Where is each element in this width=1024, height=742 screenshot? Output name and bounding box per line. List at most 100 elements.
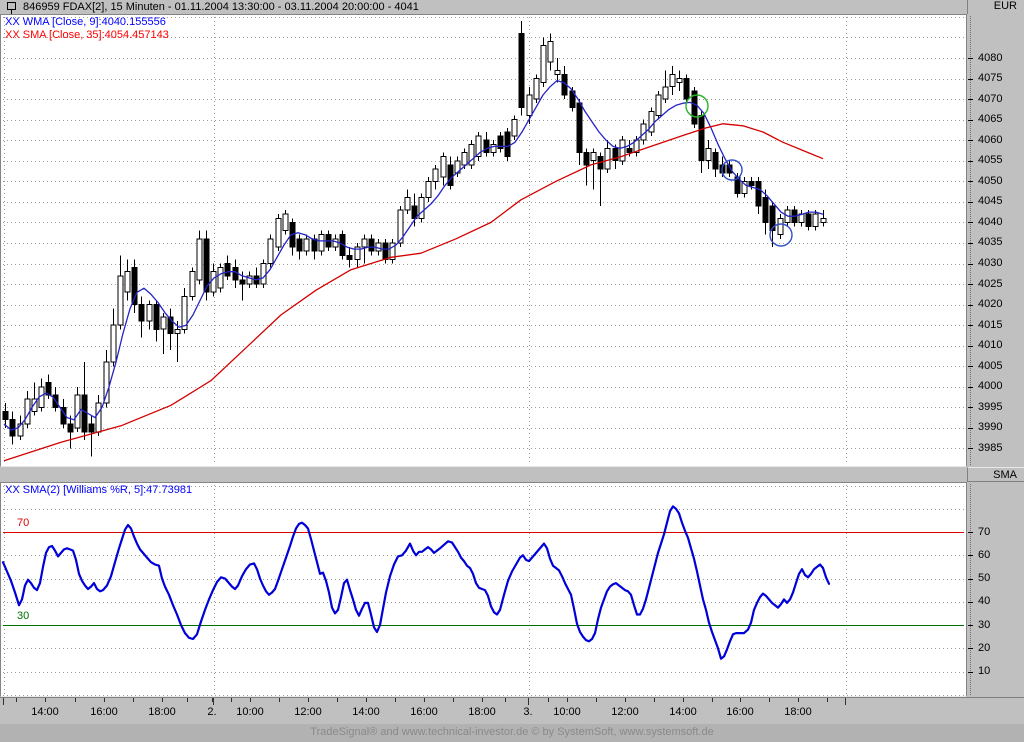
williams-chart-panel[interactable]: XX SMA(2) [Williams %R, 5]:47.73981 70 3… — [0, 482, 967, 697]
price-axis-tick-label: 4005 — [978, 359, 1003, 372]
price-axis-tick-label: 4010 — [978, 339, 1003, 352]
time-axis-day-tick — [845, 698, 846, 705]
time-axis-label: 2. — [207, 706, 217, 718]
price-axis-tick-label: 4060 — [978, 133, 1003, 146]
footer-credit: TradeSignal® and www.technical-investor.… — [0, 724, 1024, 742]
time-axis-tick — [279, 698, 280, 702]
price-axis-tick — [968, 201, 973, 203]
price-axis-tick — [968, 448, 973, 450]
williams-chart-canvas[interactable] — [1, 483, 966, 696]
price-axis-tick-label: 4080 — [978, 51, 1003, 64]
price-axis-tick-label: 3995 — [978, 400, 1003, 413]
price-chart-canvas[interactable] — [1, 15, 966, 466]
time-axis-label: 16:00 — [726, 706, 754, 718]
time-axis-tick — [625, 698, 626, 702]
price-axis-tick — [968, 366, 973, 368]
price-gridlines — [3, 17, 964, 464]
time-axis-label: 14:00 — [669, 706, 697, 718]
time-axis-tick — [712, 698, 713, 702]
time-axis-label: 18:00 — [784, 706, 812, 718]
time-axis-tick — [187, 698, 188, 702]
price-axis[interactable]: 4080 4075 4070 4065 4060 4055 4050 4045 4040 4035… — [967, 14, 1024, 467]
williams-axis-tick — [968, 671, 973, 673]
price-axis-tick — [968, 263, 973, 265]
price-axis-tick-label: 4050 — [978, 174, 1003, 187]
time-axis-tick — [740, 698, 741, 702]
time-axis-tick — [596, 698, 597, 702]
williams-axis[interactable]: 70 60 50 40 30 20 10 — [967, 482, 1024, 697]
price-axis-tick-label: 3990 — [978, 421, 1003, 434]
sma-indicator-label[interactable]: XX SMA [Close, 35]:4054.457143 — [5, 29, 169, 41]
time-axis-tick — [505, 698, 506, 702]
price-axis-tick — [968, 78, 973, 80]
williams-axis-tick — [968, 555, 973, 557]
time-axis-label: 12:00 — [611, 706, 639, 718]
price-axis-tick — [968, 160, 973, 162]
williams-axis-tick — [968, 601, 973, 603]
price-axis-tick-label: 4045 — [978, 195, 1003, 208]
price-axis-tick — [968, 58, 973, 59]
williams-axis-tick-label: 20 — [978, 641, 991, 654]
williams-axis-tick-label: 50 — [978, 572, 991, 584]
price-axis-unit-header[interactable]: EUR — [967, 0, 1024, 15]
williams-axis-tick — [968, 648, 973, 650]
time-axis-tick — [133, 698, 134, 702]
price-axis-tick-label: 4065 — [978, 113, 1003, 126]
price-axis-tick-label: 4035 — [978, 236, 1003, 249]
time-axis-tick — [212, 698, 213, 702]
window-title: 846959 FDAX[2], 15 Minuten - 01.11.2004 … — [23, 1, 419, 13]
blue-circle-annotation — [769, 223, 793, 247]
time-axis-label: 14:00 — [31, 706, 59, 718]
time-axis-label: 12:00 — [294, 706, 322, 718]
price-chart-panel[interactable]: XX WMA [Close, 9]:4040.155556 XX SMA [Cl… — [0, 14, 967, 467]
price-axis-tick — [968, 242, 973, 244]
time-axis[interactable]: 14:00 16:00 18:00 2. 10:00 12:00 14:00 16:00 18:… — [0, 697, 1024, 724]
blue-circle-annotation — [721, 159, 743, 181]
williams-axis-tick-label: 40 — [978, 595, 991, 608]
wma-indicator-label[interactable]: XX WMA [Close, 9]:4040.155556 — [5, 16, 166, 28]
williams-axis-tick — [968, 625, 973, 626]
time-axis-tick — [827, 698, 828, 702]
williams-axis-tick — [968, 578, 973, 580]
time-axis-tick — [395, 698, 396, 702]
price-axis-tick-label: 4075 — [978, 72, 1003, 85]
price-axis-tick-label: 4025 — [978, 277, 1003, 290]
time-axis-tick — [104, 698, 105, 702]
williams-axis-tick-label: 30 — [978, 618, 991, 631]
time-axis-tick — [654, 698, 655, 702]
williams-indicator-label[interactable]: XX SMA(2) [Williams %R, 5]:47.73981 — [5, 484, 193, 496]
price-axis-tick — [968, 181, 973, 183]
time-axis-day-tick — [3, 698, 4, 705]
price-axis-tick — [968, 119, 973, 121]
price-axis-tick — [968, 284, 973, 286]
window-titlebar[interactable]: 846959 FDAX[2], 15 Minuten - 01.11.2004 … — [0, 0, 967, 14]
time-axis-label: 16:00 — [90, 706, 118, 718]
time-axis-label: 3. — [523, 706, 533, 718]
time-axis-tick — [45, 698, 46, 702]
green-circle-annotation — [685, 94, 709, 118]
williams-axis-tick-label: 70 — [978, 525, 991, 538]
price-axis-tick-label: 4020 — [978, 298, 1003, 311]
price-axis-tick — [968, 99, 973, 101]
window-pin-icon[interactable] — [7, 2, 16, 14]
time-axis-tick — [16, 698, 17, 702]
price-axis-tick — [968, 325, 973, 327]
time-axis-day-tick — [213, 698, 214, 705]
panel-splitter[interactable] — [0, 467, 967, 482]
sma-line — [3, 123, 824, 462]
time-axis-label: 10:00 — [236, 706, 264, 718]
time-axis-tick — [567, 698, 568, 702]
overbought-level-label: 70 — [17, 517, 30, 529]
indicator-axis-header[interactable]: SMA — [967, 467, 1024, 482]
price-axis-tick-label: 3985 — [978, 441, 1003, 454]
oversold-level-label: 30 — [17, 610, 30, 622]
williams-axis-tick — [968, 532, 973, 533]
time-axis-tick — [548, 698, 549, 702]
price-axis-tick — [968, 386, 973, 388]
williams-axis-tick-label: 10 — [978, 665, 991, 677]
price-axis-tick-label: 4000 — [978, 380, 1003, 393]
time-axis-tick — [798, 698, 799, 702]
williams-axis-tick-label: 60 — [978, 548, 991, 561]
time-axis-label: 18:00 — [468, 706, 496, 718]
price-axis-tick-label: 4015 — [978, 318, 1003, 331]
